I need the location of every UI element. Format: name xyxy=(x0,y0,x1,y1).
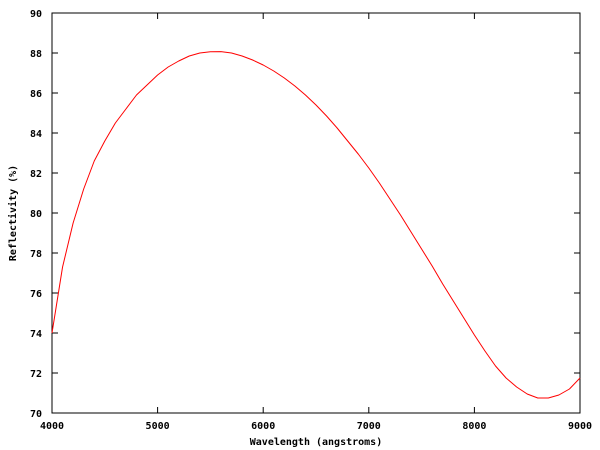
x-tick-label: 7000 xyxy=(357,421,381,432)
y-tick-label: 72 xyxy=(30,369,42,380)
y-tick-label: 74 xyxy=(30,329,42,340)
y-tick-label: 70 xyxy=(30,409,42,420)
y-tick-label: 80 xyxy=(30,209,42,220)
y-tick-label: 90 xyxy=(30,9,42,20)
y-axis-label: Reflectivity (%) xyxy=(7,165,19,261)
series-layer xyxy=(51,51,581,399)
y-tick-label: 84 xyxy=(30,129,42,140)
x-tick-label: 5000 xyxy=(146,421,170,432)
y-tick-label: 88 xyxy=(30,49,42,60)
y-tick-label: 78 xyxy=(30,249,42,260)
y-tick-label: 76 xyxy=(30,289,42,300)
plot-frame xyxy=(51,12,581,414)
x-tick-label: 6000 xyxy=(251,421,275,432)
y-tick-label: 82 xyxy=(30,169,42,180)
x-tick-label: 9000 xyxy=(568,421,592,432)
x-axis-label: Wavelength (angstroms) xyxy=(250,437,382,448)
reflectivity-series-line xyxy=(51,51,581,399)
x-tick-label: 8000 xyxy=(462,421,486,432)
ticks-layer: 4000 5000 6000 7000 8000 9000 70 72 74 76 78 80 82 84… xyxy=(30,9,592,432)
x-tick-label: 4000 xyxy=(40,421,64,432)
y-tick-label: 86 xyxy=(30,89,42,100)
